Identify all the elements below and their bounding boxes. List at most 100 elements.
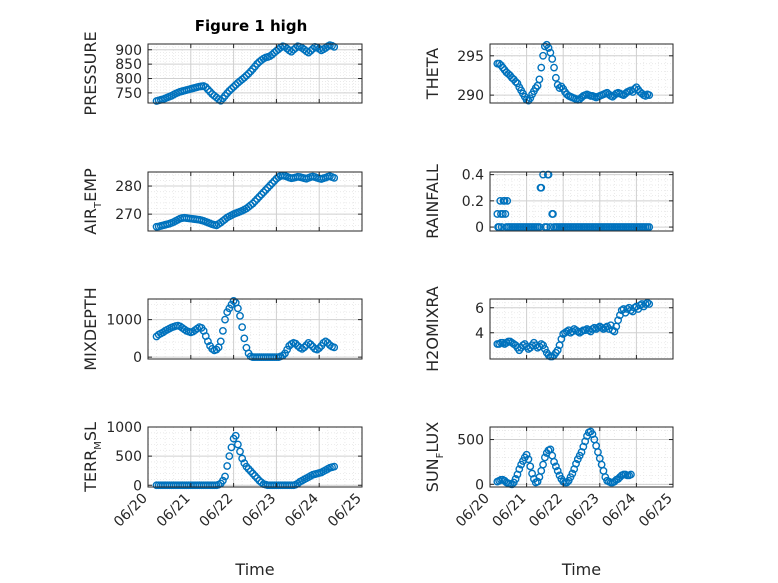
data-point xyxy=(627,470,635,479)
axes-box xyxy=(147,43,363,104)
data-point xyxy=(246,67,255,76)
data-point xyxy=(229,82,238,91)
minor-grid-x xyxy=(156,172,354,231)
data-point xyxy=(257,478,266,487)
data-point xyxy=(539,341,547,350)
y-axis-label: PRESSURE xyxy=(81,31,100,115)
data-point xyxy=(541,453,549,462)
y-axis-label-part: LUX xyxy=(423,422,442,453)
axes-background xyxy=(490,172,673,231)
data-point xyxy=(511,475,520,483)
data-point xyxy=(291,339,300,348)
data-point xyxy=(244,465,253,473)
data-series-pressure xyxy=(152,41,339,105)
data-point xyxy=(544,44,553,52)
y-axis-label-part: TERR xyxy=(81,450,100,493)
data-point xyxy=(541,345,549,353)
data-point xyxy=(550,458,558,466)
data-series-mixdepth xyxy=(152,296,339,362)
data-point xyxy=(614,316,622,325)
y-tick-label: 280 xyxy=(115,179,142,195)
y-tick-label: 0.2 xyxy=(462,194,484,210)
y-tick-label: 0 xyxy=(133,478,142,494)
data-point xyxy=(268,179,277,188)
data-series-h2omixra xyxy=(493,298,654,361)
data-point xyxy=(236,447,244,456)
y-axis-label: SUNFLUX xyxy=(423,422,446,492)
axes-box xyxy=(489,426,674,488)
data-point xyxy=(236,311,244,320)
data-point xyxy=(511,77,520,86)
axes-box xyxy=(489,171,674,232)
y-tick-label: 850 xyxy=(115,57,142,73)
data-point xyxy=(204,85,212,94)
data-point xyxy=(568,469,577,478)
data-point xyxy=(242,462,251,471)
data-point xyxy=(557,335,566,343)
axes-box xyxy=(489,43,674,104)
minor-grid-x xyxy=(156,427,354,487)
y-axis-label-part: SUN xyxy=(423,458,442,492)
y-axis-label: AIRTEMP xyxy=(81,168,104,235)
x-axis-label: Time xyxy=(234,560,274,579)
data-point xyxy=(513,79,522,88)
data-point xyxy=(238,454,247,463)
y-tick-label: 6 xyxy=(475,301,484,317)
data-point xyxy=(537,63,546,72)
y-axis-label-part: PRESSURE xyxy=(81,31,100,115)
data-point xyxy=(533,477,542,486)
data-point xyxy=(201,83,210,92)
data-point xyxy=(216,96,225,105)
minor-grid-x xyxy=(496,172,667,231)
axes-box xyxy=(489,298,674,360)
y-tick-label: 500 xyxy=(115,449,142,465)
data-point xyxy=(551,462,560,471)
data-point xyxy=(645,300,654,308)
x-axis-label: Time xyxy=(561,560,601,579)
data-point xyxy=(553,466,562,475)
data-point xyxy=(555,84,564,92)
y-tick-label: 295 xyxy=(457,49,484,65)
data-point xyxy=(537,183,546,192)
data-point xyxy=(221,315,229,324)
data-point xyxy=(549,210,557,218)
y-tick-label: 900 xyxy=(115,43,142,59)
y-tick-label: 4 xyxy=(475,326,484,342)
data-point xyxy=(551,73,560,82)
y-axis-label-part: AIR xyxy=(81,208,100,235)
y-axis-label: MIXDEPTH xyxy=(81,287,100,370)
data-point xyxy=(206,87,214,96)
y-axis-label-part: MIXDEPTH xyxy=(81,287,100,370)
data-point xyxy=(535,75,544,84)
y-axis-label-part: M xyxy=(93,441,104,450)
data-point xyxy=(261,186,270,194)
data-point xyxy=(524,455,533,464)
data-point xyxy=(501,210,510,218)
data-point xyxy=(541,42,549,51)
y-axis-label-part: H2OMIXRA xyxy=(423,286,442,372)
axes-box xyxy=(147,171,363,232)
data-point xyxy=(240,73,249,82)
data-point xyxy=(330,343,339,352)
y-axis-label: THETA xyxy=(423,48,442,100)
data-point xyxy=(641,92,650,100)
y-axis-label: H2OMIXRA xyxy=(423,286,442,372)
data-point xyxy=(315,344,324,353)
axes-box xyxy=(147,426,363,488)
data-point xyxy=(645,223,654,231)
axes-background xyxy=(490,427,673,487)
data-point xyxy=(553,346,562,355)
data-point xyxy=(503,196,512,205)
data-point xyxy=(251,197,259,206)
data-point xyxy=(535,223,544,231)
y-tick-label: 0.4 xyxy=(462,168,484,184)
data-point xyxy=(526,462,535,471)
data-point xyxy=(233,440,242,449)
y-tick-label: 800 xyxy=(115,72,142,88)
data-point xyxy=(508,480,516,489)
data-point xyxy=(515,465,524,473)
data-point xyxy=(231,431,240,440)
data-point xyxy=(550,63,558,72)
data-point xyxy=(221,472,229,481)
